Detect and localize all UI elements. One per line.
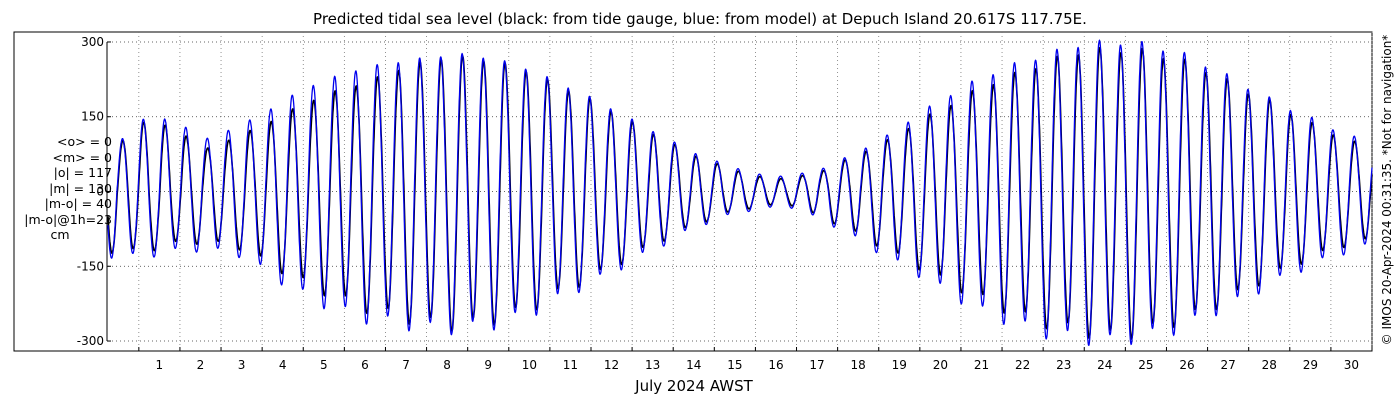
x-tick-label: 19 <box>892 358 907 372</box>
x-tick-label: 6 <box>361 358 369 372</box>
y-tick-label: 150 <box>81 110 104 124</box>
x-tick-label: 4 <box>279 358 287 372</box>
stat-mean-model: <m> = 0 <box>52 149 113 165</box>
x-tick-label: 16 <box>768 358 783 372</box>
x-tick-label: 10 <box>522 358 537 372</box>
plot-frame <box>13 31 1373 352</box>
x-tick-label: 26 <box>1179 358 1194 372</box>
x-tick-label: 3 <box>238 358 246 372</box>
x-tick-label: 8 <box>443 358 451 372</box>
series-group <box>107 39 1373 347</box>
stat-mean-observed: <o> = 0 <box>57 134 112 149</box>
x-tick-label: 15 <box>727 358 742 372</box>
grid-lines <box>108 32 1373 351</box>
x-tick-label: 21 <box>974 358 989 372</box>
x-tick-label: 25 <box>1138 358 1153 372</box>
x-tick-label: 28 <box>1262 358 1277 372</box>
y-tick-label: -300 <box>77 334 104 348</box>
y-axis: 300 150 0 -150 -300 <box>77 35 111 348</box>
stat-abs-observed: |o| = 117 <box>53 165 112 180</box>
y-tick-label: 0 <box>96 185 104 199</box>
stat-abs-diff: |m-o| = 40 <box>44 196 112 211</box>
x-tick-label: 13 <box>645 358 660 372</box>
x-tick-label: 20 <box>933 358 948 372</box>
stat-abs-model: |m| = 130 <box>49 180 112 196</box>
x-tick-label: 23 <box>1056 358 1071 372</box>
x-tick-label: 5 <box>320 358 328 372</box>
x-tick-label: 29 <box>1303 358 1318 372</box>
x-tick-label: 1 <box>156 358 164 372</box>
x-tick-label: 12 <box>604 358 619 372</box>
series-line-model <box>107 39 1373 347</box>
stat-abs-diff-1h: |m-o|@1h=23 <box>24 211 112 227</box>
x-tick-label: 18 <box>851 358 866 372</box>
x-axis: 1 2 3 4 5 6 7 8 9 10 11 12 13 14 15 16 17 18 19 20 21 22 23 24 2… <box>138 347 1373 372</box>
chart-title: Predicted tidal sea level (black: from t… <box>313 10 1087 28</box>
x-axis-label: July 2024 AWST <box>634 377 753 395</box>
y-tick-label: -150 <box>77 259 104 273</box>
x-tick-label: 11 <box>563 358 578 372</box>
x-tick-label: 9 <box>484 358 492 372</box>
y-tick-label: 300 <box>81 35 104 49</box>
x-tick-label: 27 <box>1220 358 1235 372</box>
x-tick-label: 22 <box>1015 358 1030 372</box>
stats-panel: <o> = 0 <m> = 0 |o| = 117 |m| = 130 |m-o… <box>8 134 112 243</box>
x-tick-label: 7 <box>402 358 410 372</box>
x-tick-label: 2 <box>197 358 205 372</box>
stat-unit: cm <box>50 227 70 242</box>
x-tick-label: 30 <box>1344 358 1359 372</box>
x-tick-label: 14 <box>686 358 701 372</box>
x-tick-label: 17 <box>809 358 824 372</box>
credit-text: © IMOS 20-Apr-2024 00:31:35. *Not for na… <box>1380 35 1394 346</box>
x-tick-label: 24 <box>1097 358 1112 372</box>
